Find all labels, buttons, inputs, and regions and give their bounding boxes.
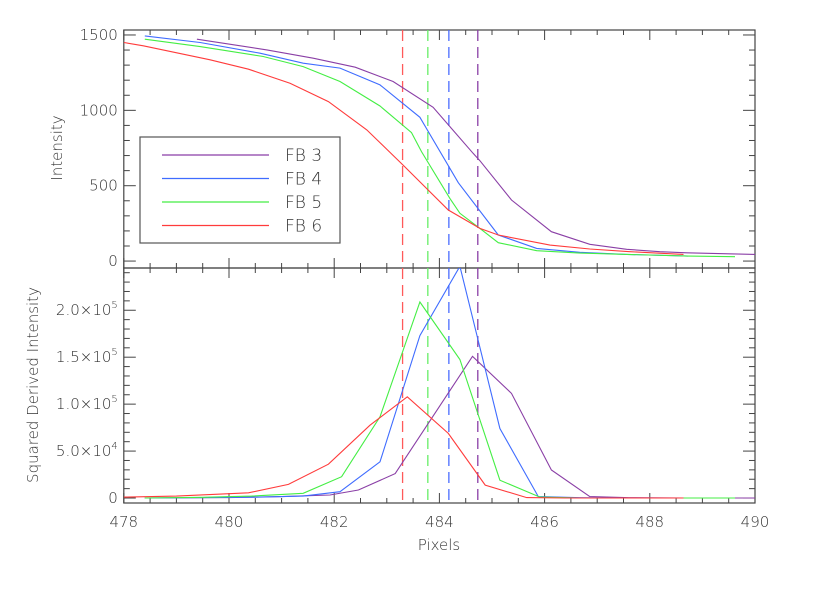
y-tick-label: 1.5×105 [56,347,118,366]
series-line-fb-6 [123,396,684,499]
x-tick-label: 482 [320,513,349,531]
series-line-fb-4 [144,268,689,499]
y-tick-label-exponent: 5 [111,394,117,405]
y-tick-label-mantissa: 1.5×10 [56,348,112,366]
series-line-fb-6 [123,41,684,255]
y-tick-label-exponent: 5 [111,347,117,358]
series-line-fb-3 [196,38,756,255]
legend-label: FB 4 [285,170,322,190]
y-tick-label: 0 [108,489,118,507]
x-axis-label: Pixels [418,536,461,554]
x-tick-label: 488 [635,513,664,531]
series-line-fb-5 [144,300,735,499]
y-tick-label-mantissa: 5.0×10 [56,442,112,460]
y-tick-label-exponent: 5 [111,300,117,311]
legend-label: FB 3 [285,146,322,166]
y-tick-label: 1500 [80,26,118,44]
y-tick-label-mantissa: 2.0×10 [56,301,112,319]
y-tick-label: 1.0×105 [56,394,118,413]
y-tick-label-mantissa: 1.0×10 [56,395,112,413]
y-tick-label: 500 [89,177,118,195]
y-tick-label: 5.0×104 [56,441,118,460]
top-y-axis-label: Intensity [48,115,66,180]
x-tick-label: 490 [741,513,770,531]
y-tick-label-mantissa: 0 [108,489,118,507]
x-tick-label: 484 [425,513,454,531]
plot-area [123,30,756,268]
series-line-fb-4 [144,35,689,257]
legend: FB 3 FB 4 FB 5 FB 6 [139,136,341,244]
top-panel: 0 500 1000 1500 [80,26,756,270]
y-tick-label: 1000 [80,101,118,119]
legend-label: FB 6 [285,217,322,237]
series-line-fb-5 [144,38,736,258]
y-tick-label-exponent: 4 [111,441,117,452]
bottom-y-axis-label: Squared Derived Intensity [24,287,42,483]
x-tick-label: 480 [215,513,244,531]
plot-frame [123,267,756,504]
x-tick-label: 478 [109,513,138,531]
series-line-fb-3 [144,355,755,499]
x-tick-label: 486 [530,513,559,531]
y-tick-label: 2.0×105 [56,300,118,319]
legend-label: FB 5 [285,193,322,213]
y-tick-label: 0 [108,252,118,270]
plot-area [123,268,755,503]
